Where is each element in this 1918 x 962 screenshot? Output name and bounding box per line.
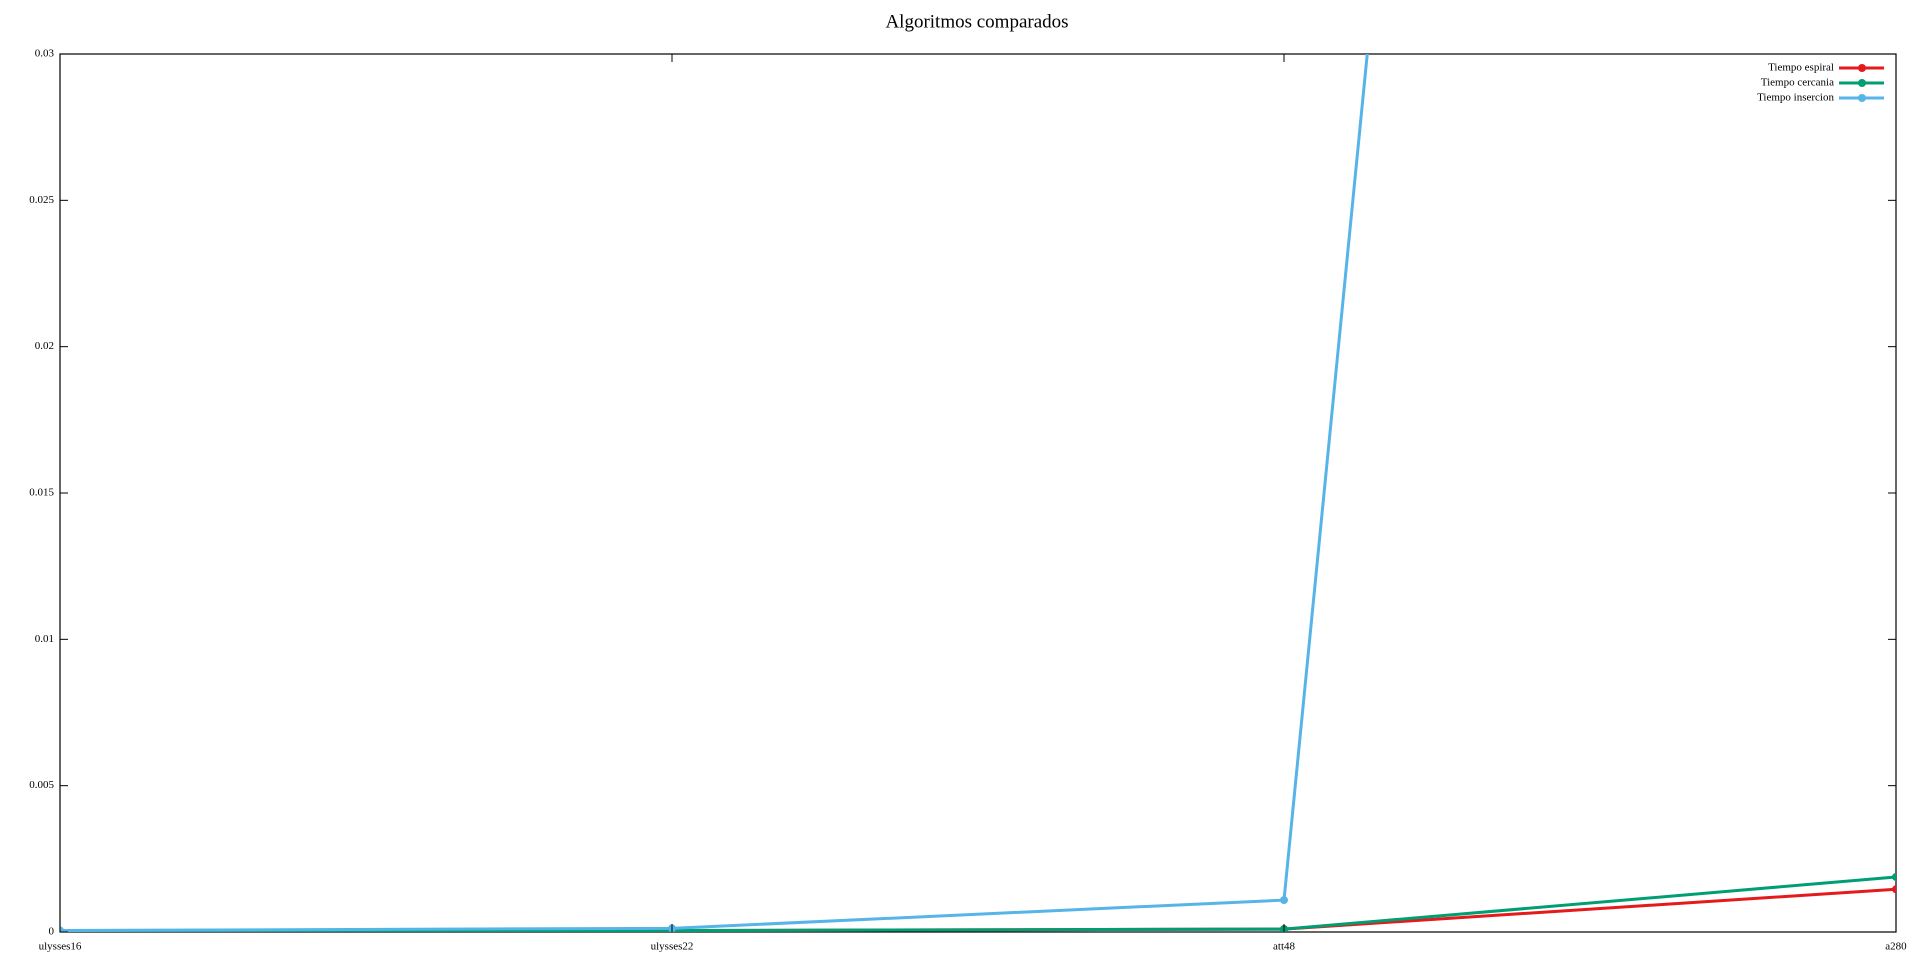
plot-frame bbox=[59, 53, 1897, 933]
plot-area bbox=[60, 54, 1896, 932]
series-line bbox=[60, 54, 1369, 932]
y-tick-label: 0.02 bbox=[35, 340, 54, 352]
legend-label: Tiempo cercania bbox=[1761, 77, 1834, 89]
chart-title: Algoritmos comparados bbox=[885, 11, 1068, 32]
y-tick-label: 0.005 bbox=[29, 779, 54, 791]
x-tick-label: ulysses16 bbox=[39, 941, 82, 953]
y-tick-label: 0.025 bbox=[29, 194, 54, 206]
data-point bbox=[1892, 885, 1896, 894]
data-point bbox=[60, 926, 64, 932]
x-tick-label: att48 bbox=[1273, 941, 1295, 953]
y-tick-label: 0.03 bbox=[35, 48, 55, 60]
legend-marker bbox=[1858, 94, 1866, 102]
series-line bbox=[60, 887, 1896, 932]
x-tick-label: ulysses22 bbox=[651, 941, 694, 953]
legend-marker bbox=[1858, 64, 1866, 72]
legend-label: Tiempo espiral bbox=[1768, 62, 1834, 74]
x-tick-label: a280 bbox=[1885, 941, 1907, 953]
legend-marker bbox=[1858, 79, 1866, 87]
legend-label: Tiempo insercion bbox=[1757, 92, 1834, 104]
data-point bbox=[1280, 896, 1288, 905]
y-tick-label: 0 bbox=[49, 926, 55, 938]
data-point bbox=[1892, 872, 1896, 881]
series-line bbox=[60, 875, 1896, 932]
y-tick-label: 0.01 bbox=[35, 633, 54, 645]
y-tick-label: 0.015 bbox=[29, 487, 54, 499]
